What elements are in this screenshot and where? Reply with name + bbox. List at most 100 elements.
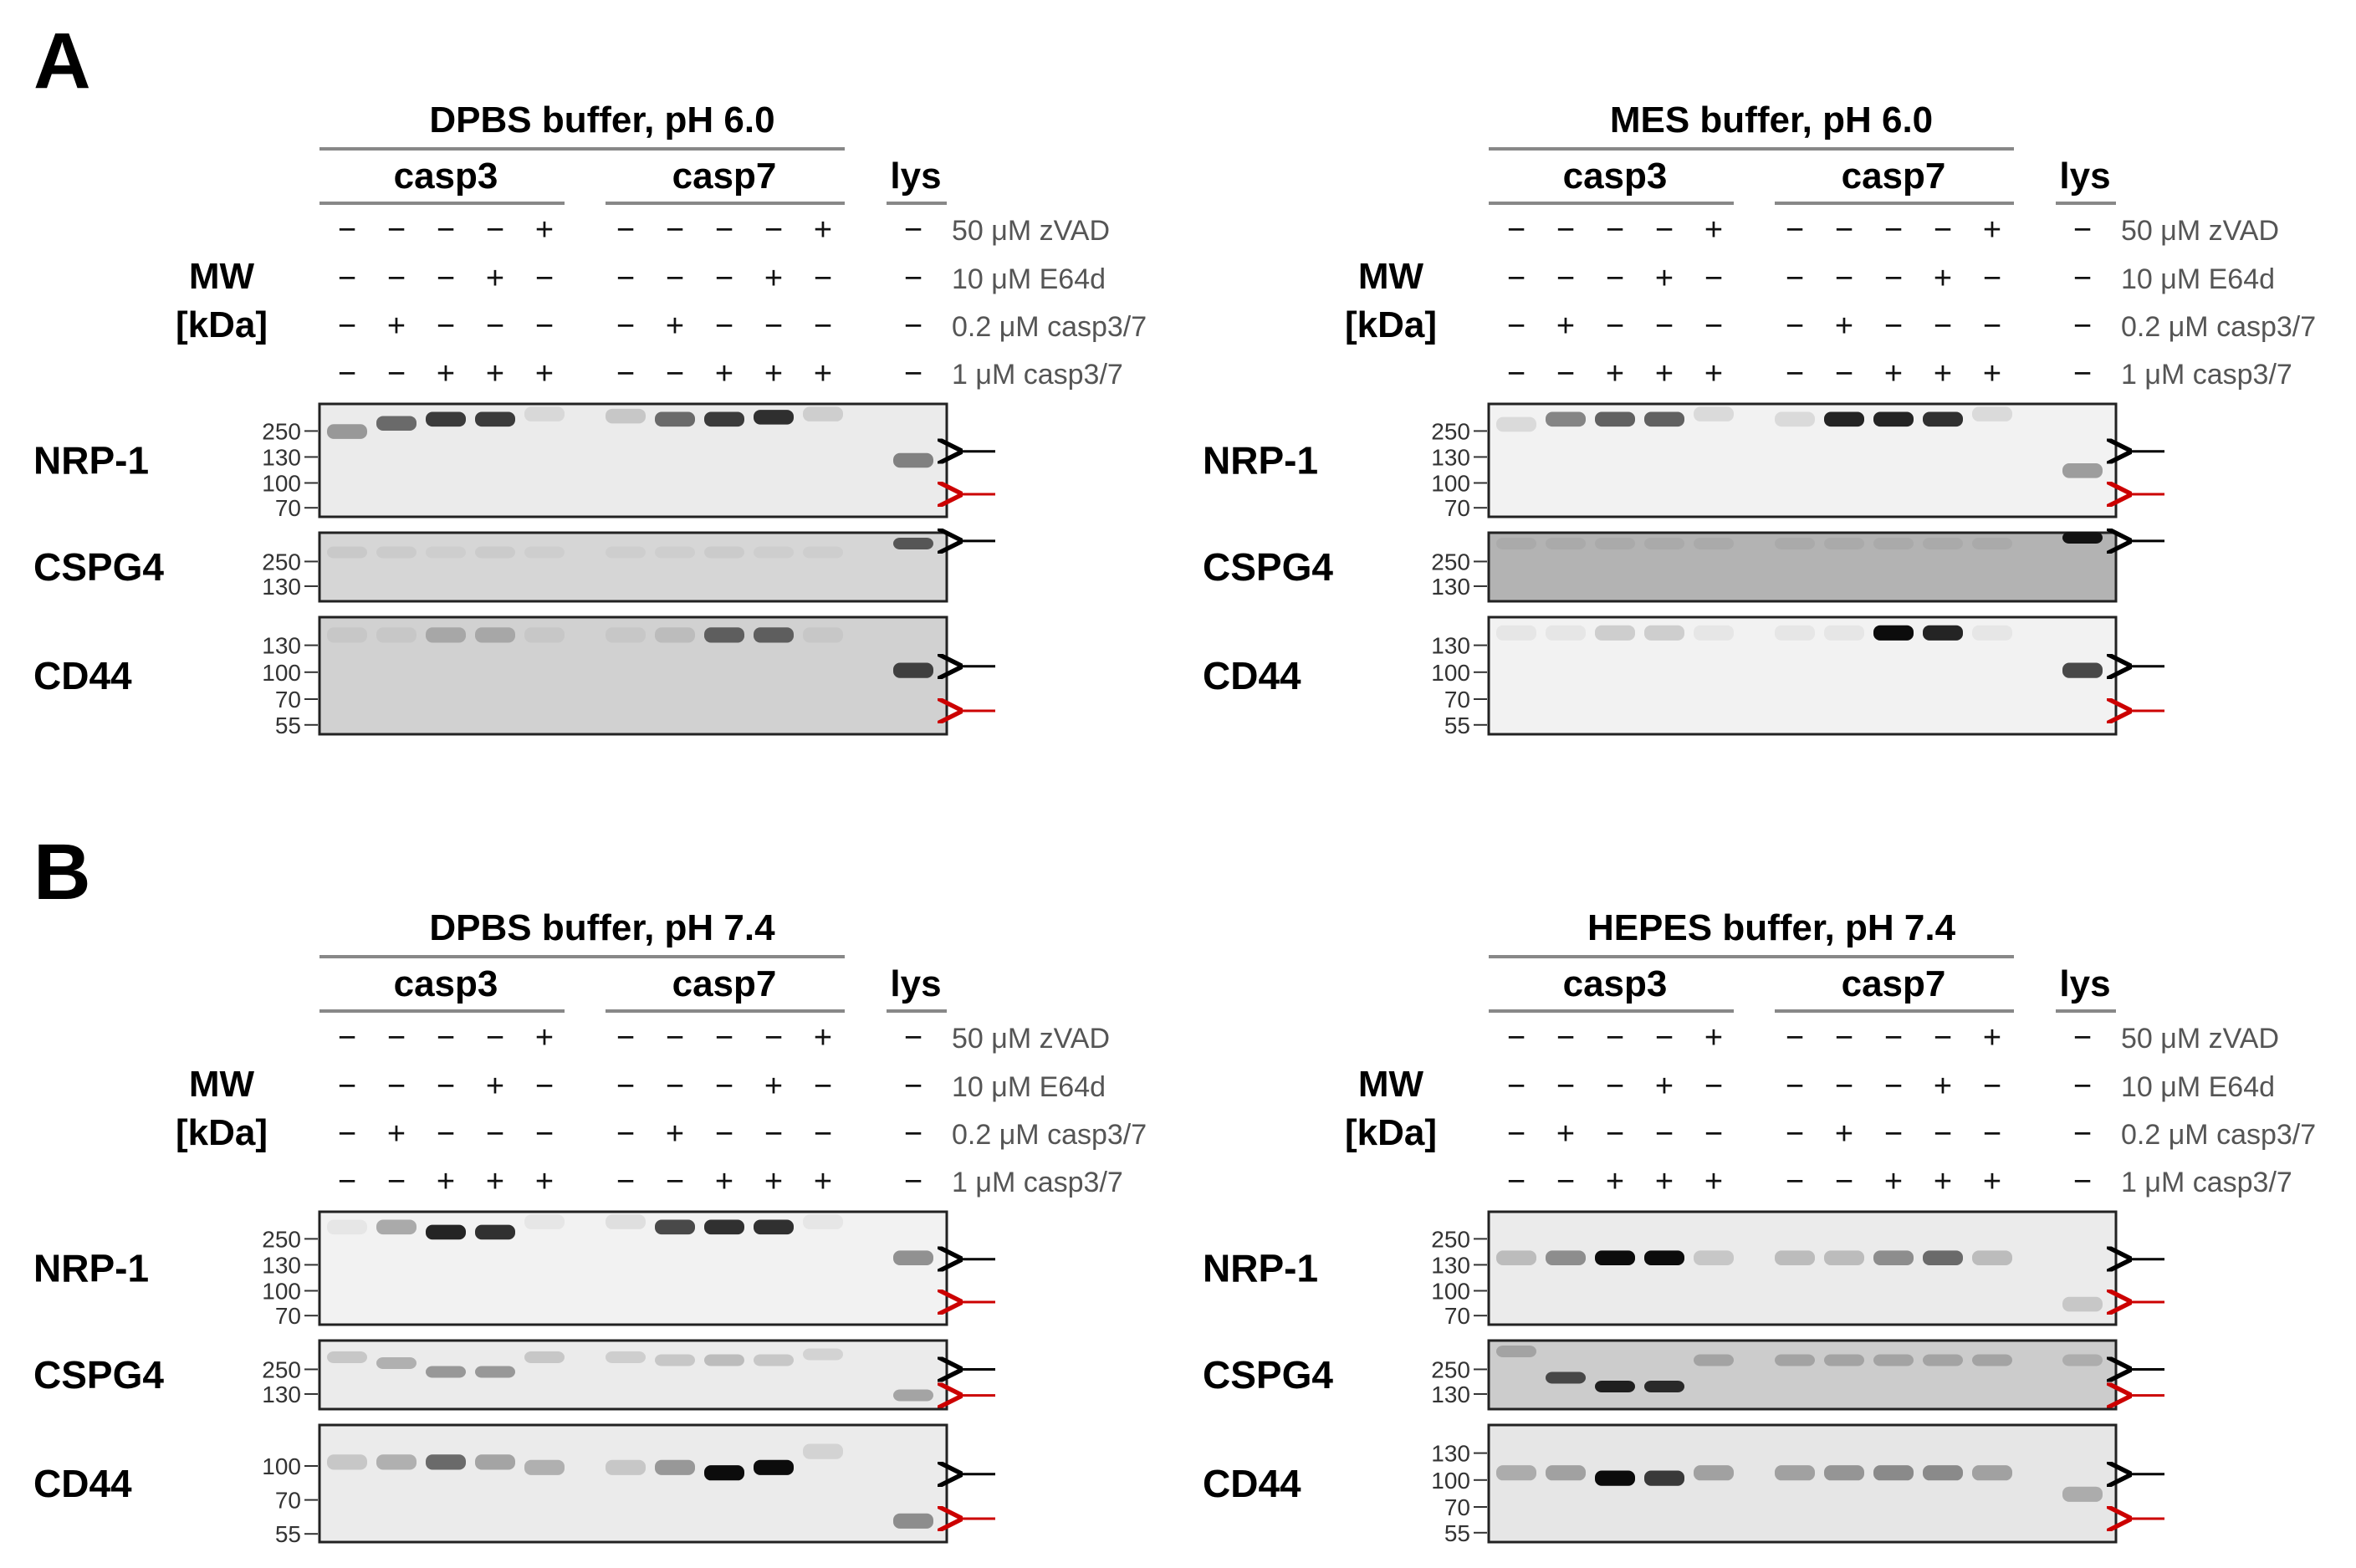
treatment-sign: + (387, 309, 406, 344)
treatment-sign: − (1704, 1116, 1723, 1152)
treatment-sign: − (486, 1020, 504, 1055)
treatment-sign: + (1934, 261, 1952, 296)
blot-band (1972, 406, 2012, 421)
treatment-sign: + (1983, 1020, 2001, 1055)
blot-band (893, 1389, 933, 1402)
treatment-sign: + (1835, 1116, 1853, 1152)
treatment-sign: − (1556, 261, 1575, 296)
blot-protein-label: CD44 (1203, 1462, 1301, 1505)
treatment-sign: − (338, 261, 356, 296)
blot-band (1694, 538, 1734, 549)
blot-band (1694, 1250, 1734, 1265)
mw-marker-label: 130 (262, 633, 301, 659)
mw-marker-label: 250 (262, 418, 301, 444)
treatment-sign: − (666, 261, 684, 296)
buffer-title: MES buffer, pH 6.0 (1610, 100, 1933, 140)
blot-band (524, 627, 565, 643)
treatment-sign: − (904, 1164, 922, 1199)
treatment-sign: − (1786, 1069, 1804, 1104)
mw-marker-label: 250 (1431, 418, 1470, 444)
mw-marker-label: 70 (1444, 1494, 1470, 1520)
mw-marker-label: 130 (1431, 1382, 1470, 1407)
treatment-sign: + (666, 1116, 684, 1152)
blot-protein-label: CSPG4 (33, 545, 164, 589)
mw-marker-label: 130 (1431, 1252, 1470, 1278)
blot-band (893, 538, 933, 549)
treatment-sign: − (2073, 309, 2092, 344)
buffer-title: DPBS buffer, pH 7.4 (429, 907, 775, 948)
treatment-sign: − (814, 261, 832, 296)
mw-marker-label: 55 (1444, 712, 1470, 738)
treatment-label: 0.2 μM casp3/7 (2121, 311, 2316, 343)
treatment-sign: − (2073, 1164, 2092, 1199)
treatment-sign: − (764, 212, 783, 248)
mw-marker-label: 70 (1444, 687, 1470, 712)
blot-band (426, 1366, 466, 1378)
mw-marker-label: 130 (1431, 633, 1470, 659)
blot-band (606, 546, 646, 559)
treatment-sign: − (1884, 261, 1903, 296)
mw-marker-label: 100 (262, 471, 301, 497)
blot-band (376, 627, 417, 643)
group-casp3-label: casp3 (394, 963, 498, 1004)
treatment-sign: − (387, 1069, 406, 1104)
kda-label: [kDa] (1345, 304, 1437, 345)
treatment-label: 50 μM zVAD (952, 215, 1110, 247)
blot-band (803, 1214, 843, 1229)
blot-band (1546, 1371, 1586, 1384)
blot-band (475, 546, 515, 559)
treatment-sign: − (715, 261, 733, 296)
treatment-sign: − (1556, 212, 1575, 248)
treatment-sign: − (1655, 1020, 1674, 1055)
mw-marker-label: 70 (275, 1488, 301, 1514)
treatment-sign: + (1704, 356, 1723, 391)
blot-band (376, 1219, 417, 1235)
blot-band (1775, 625, 1815, 641)
treatment-sign: − (1983, 309, 2001, 344)
blot-band (1873, 538, 1914, 549)
treatment-sign: − (666, 1020, 684, 1055)
treatment-sign: − (486, 1116, 504, 1152)
treatment-sign: + (1934, 356, 1952, 391)
treatment-sign: + (1983, 212, 2001, 248)
mw-marker-label: 55 (275, 712, 301, 738)
blot-membrane (1487, 1423, 2118, 1544)
lysate-label: lys (2059, 963, 2110, 1004)
treatment-sign: − (437, 212, 455, 248)
kda-label: [kDa] (176, 1112, 268, 1153)
blot-band (1775, 1465, 1815, 1481)
blot-band (704, 411, 744, 427)
treatment-sign: − (387, 212, 406, 248)
treatment-sign: − (1704, 1069, 1723, 1104)
treatment-label: 1 μM casp3/7 (2121, 1167, 2292, 1198)
treatment-sign: − (1786, 1116, 1804, 1152)
mw-marker-label: 250 (1431, 1356, 1470, 1382)
treatment-sign: − (1655, 212, 1674, 248)
treatment-sign: + (1934, 1069, 1952, 1104)
blot-band (655, 627, 695, 643)
treatment-sign: + (764, 356, 783, 391)
blot-band (1595, 1470, 1635, 1486)
treatment-sign: − (535, 261, 554, 296)
treatment-sign: − (1983, 1116, 2001, 1152)
treatment-label: 50 μM zVAD (952, 1023, 1110, 1055)
treatment-sign: − (486, 212, 504, 248)
blot-band (1546, 1465, 1586, 1481)
lysate-label: lys (2059, 156, 2110, 197)
panel-label-b: B (33, 828, 91, 917)
blot-band (655, 411, 695, 427)
treatment-sign: + (535, 1164, 554, 1199)
blot-band (1496, 1250, 1536, 1265)
blot-band (1972, 1465, 2012, 1481)
blot-band (803, 1348, 843, 1361)
blot-band (1775, 1250, 1815, 1265)
blot-band (1873, 1250, 1914, 1265)
blot-band (327, 546, 367, 559)
blot-band (1824, 538, 1864, 549)
treatment-sign: − (535, 1069, 554, 1104)
blot-band (606, 1351, 646, 1363)
